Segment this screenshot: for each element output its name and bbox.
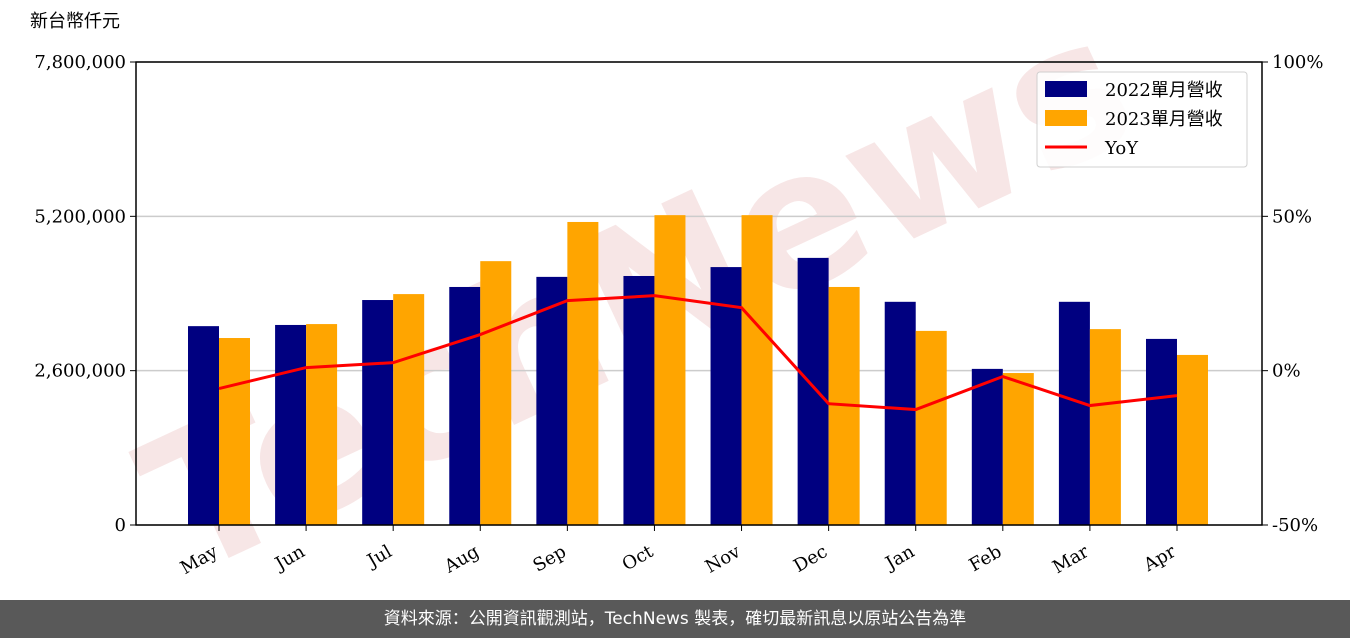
bar [1089,329,1121,525]
x-tick-label: Jul [362,541,396,573]
x-tick-label: Mar [1049,541,1093,578]
legend-box [1036,71,1248,168]
x-tick-label: Oct [619,541,658,576]
x-tick-label: Jan [880,541,918,575]
x-tick-label: Feb [966,541,1006,576]
y-tick-label: 2,600,000 [34,361,126,382]
bar [741,215,773,525]
y2-tick-label: 0% [1272,361,1301,382]
x-tick-label: Sep [529,541,569,576]
bar [1176,354,1208,525]
bar [188,326,219,525]
y-tick-label: 5,200,000 [34,206,126,227]
bar [536,276,568,525]
legend-label: 2023單月營收 [1105,109,1223,130]
bar [884,301,916,525]
legend-label: YoY [1104,138,1139,159]
footer: 資料來源：公開資訊觀測站，TechNews 製表，確切最新訊息以原站公告為準 [0,600,1350,638]
y2-tick-label: -50% [1272,515,1318,536]
legend-label: 2022單月營收 [1105,80,1223,101]
bar [654,215,686,525]
y-tick-label: 7,800,000 [34,52,126,73]
legend-swatch [1045,110,1087,126]
bar [449,286,481,525]
bar [306,324,338,525]
bar [393,294,425,525]
bar [1002,373,1034,525]
chart: 新台幣仟元 TechNews 02,600,0005,200,0007,800,… [30,0,1323,600]
bar [480,261,512,525]
x-tick-label: Nov [702,541,745,578]
legend-swatch [1045,81,1087,97]
bar [623,275,655,525]
plot-frame [135,61,1263,526]
x-tick-label: Aug [440,541,483,578]
y2-tick-label: 50% [1272,206,1312,227]
bar [971,368,1003,525]
bar [915,330,947,525]
bar [1145,338,1177,525]
bar [1058,301,1090,525]
y2-tick-label: 100% [1272,52,1323,73]
x-tick-label: Apr [1139,541,1179,576]
y-axis-title: 新台幣仟元 [30,11,120,32]
bar [219,338,250,525]
bar [362,300,394,525]
yoy-line [218,294,1178,412]
y-tick-label: 0 [115,515,126,536]
bar [567,221,599,525]
bar [797,257,829,525]
bar [275,324,307,525]
bar [710,267,742,525]
x-tick-label: Dec [790,541,831,577]
